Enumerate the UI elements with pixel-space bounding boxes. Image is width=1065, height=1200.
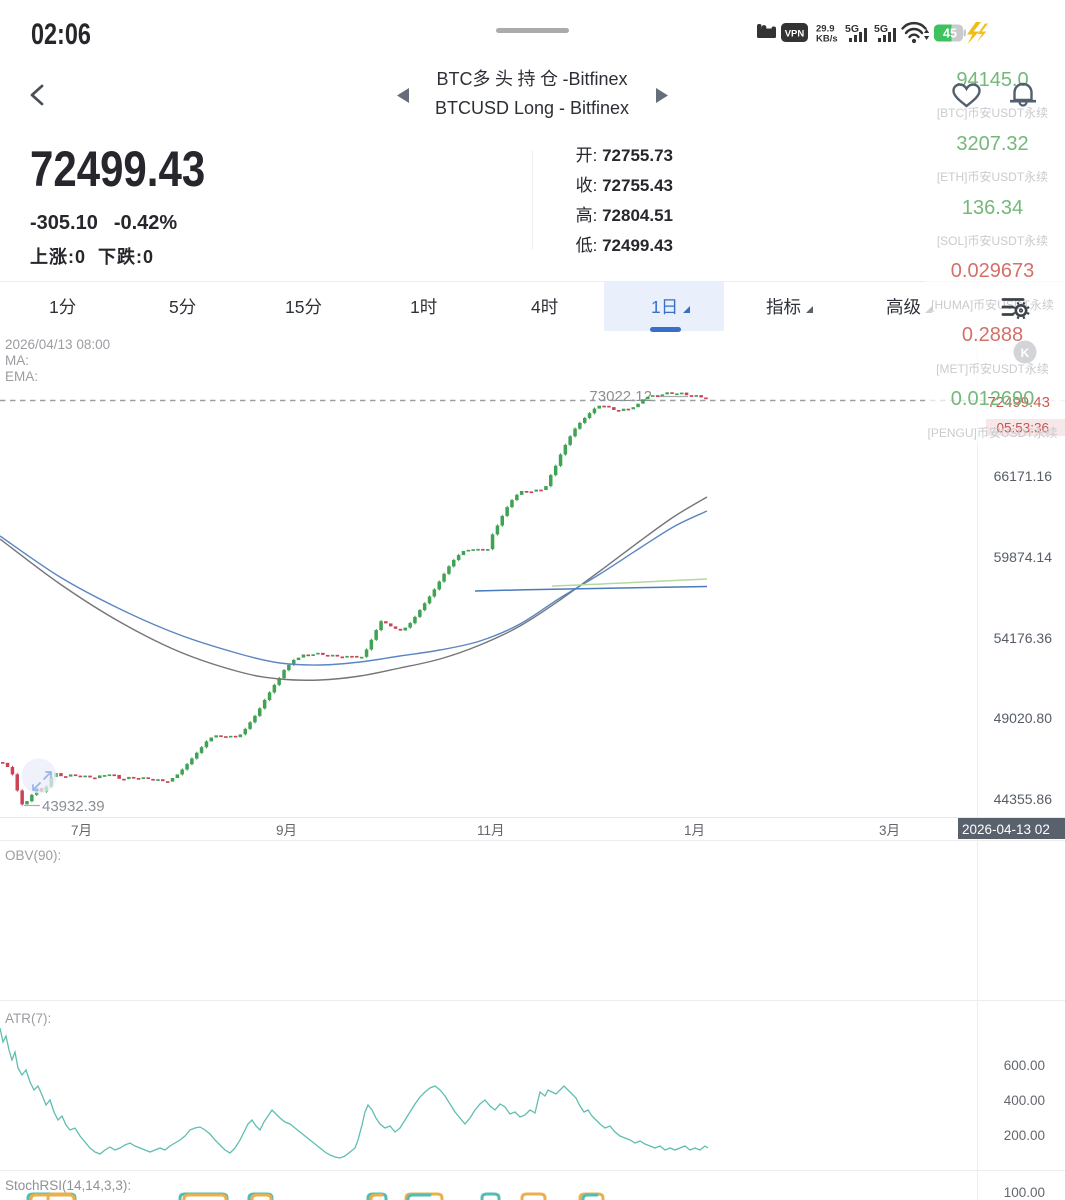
svg-text:05:53:36: 05:53:36	[996, 421, 1049, 436]
svg-text:ATR(7):: ATR(7):	[5, 1011, 51, 1026]
svg-text:66171.16: 66171.16	[994, 468, 1053, 484]
svg-text:200.00: 200.00	[1004, 1128, 1045, 1143]
svg-text:45: 45	[943, 27, 957, 41]
svg-text:44355.86: 44355.86	[994, 791, 1053, 807]
svg-text:EMA:: EMA:	[5, 369, 38, 384]
svg-text:5G: 5G	[874, 23, 888, 35]
svg-text:MA:: MA:	[5, 353, 29, 368]
svg-text:600.00: 600.00	[1004, 1058, 1045, 1073]
svg-text:59874.14: 59874.14	[994, 549, 1053, 565]
svg-text:400.00: 400.00	[1004, 1093, 1045, 1108]
svg-text:43932.39: 43932.39	[42, 798, 105, 815]
svg-text:1月: 1月	[684, 823, 705, 838]
svg-text:72499.43: 72499.43	[987, 394, 1050, 411]
svg-text:VPN: VPN	[785, 29, 805, 40]
svg-text:7月: 7月	[71, 823, 92, 838]
svg-text:KB/s: KB/s	[816, 34, 838, 45]
svg-text:73022.12: 73022.12	[589, 388, 652, 405]
svg-text:49020.80: 49020.80	[994, 710, 1053, 726]
svg-text:StochRSI(14,14,3,3):: StochRSI(14,14,3,3):	[5, 1178, 131, 1193]
svg-text:100.00: 100.00	[1004, 1185, 1045, 1200]
svg-text:9月: 9月	[276, 823, 297, 838]
svg-text:54176.36: 54176.36	[994, 630, 1053, 646]
svg-text:29.9: 29.9	[816, 24, 835, 35]
svg-text:3月: 3月	[879, 823, 900, 838]
svg-text:2026/04/13 08:00: 2026/04/13 08:00	[5, 337, 110, 352]
svg-text:2026-04-13 02: 2026-04-13 02	[962, 822, 1050, 837]
svg-text:OBV(90):: OBV(90):	[5, 848, 61, 863]
svg-text:5G: 5G	[845, 23, 859, 35]
svg-text:K: K	[1021, 346, 1030, 360]
svg-text:11月: 11月	[477, 823, 505, 838]
